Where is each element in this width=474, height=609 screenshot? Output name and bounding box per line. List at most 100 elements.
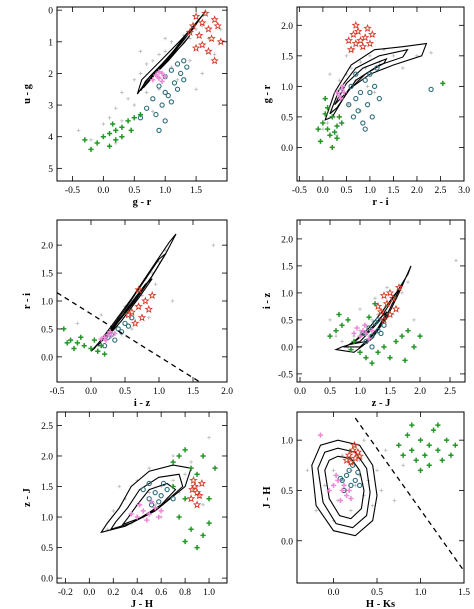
panel-1-teal-point-10 [159, 102, 165, 108]
panel-3-xtick-label-3: 0.5 [119, 387, 131, 397]
panel-4-red-point-7 [385, 288, 395, 297]
panel-2-green-point-9 [336, 114, 342, 120]
panel-4-green-point-8 [369, 360, 375, 366]
panel-2-teal-point-11 [350, 114, 357, 120]
panel-1-gray-point-29 [138, 49, 143, 54]
panel-4-pink-point-3 [363, 330, 369, 336]
panel-1-green-point-2 [106, 130, 113, 137]
panel-1-teal-point-1 [156, 83, 162, 89]
panel-3-xtick-label-4: 1.0 [153, 387, 165, 397]
panel-3-gray-point-21 [99, 313, 103, 317]
panel-2-green-point-8 [332, 129, 338, 135]
panel-5-pink-point-2 [140, 508, 146, 514]
panel-5-gray-point-13 [147, 466, 151, 470]
panel-1-green-point-10 [137, 111, 144, 118]
panel-5-frame [56, 411, 228, 584]
panel-2-gray-point-27 [365, 84, 370, 89]
panel-2-teal-point-9 [369, 114, 375, 120]
panel-1-green-point-9 [88, 146, 94, 152]
panel-1-red-point-12 [216, 37, 226, 46]
panel-5-green-point-2 [176, 453, 182, 459]
panel-1-teal-point-12 [184, 64, 190, 70]
panel-1-green-point-5 [119, 124, 125, 130]
panel-3-pink-point-7 [103, 337, 109, 343]
panel-6-teal-point-6 [356, 482, 363, 489]
panel-1-teal-point-9 [177, 70, 184, 77]
panel-1-gray-point-11 [188, 36, 192, 41]
panel-2-gray-point-15 [391, 54, 396, 58]
panel-3-pink-point-1 [102, 334, 108, 340]
panel-1-red-point-15 [185, 27, 195, 36]
panel-2-pink-point-2 [339, 86, 345, 93]
panel-3-gray-point-18 [170, 299, 175, 303]
panel-2-green-point-12 [315, 126, 321, 132]
panel-4-green-point-16 [417, 333, 423, 339]
panel-6-green-point-5 [435, 447, 441, 453]
panel-2-teal-point-10 [371, 83, 378, 90]
panel-2: -0.5 0.0 0.5 1.0 1.5 2.0 2.5 3.0 0.0 0.5 1.0 1.5 2.0… [262, 6, 470, 208]
panel-5-red-point-5 [188, 485, 197, 494]
panel-6-gray-point-18 [383, 448, 388, 453]
panel-5-xtick-label-7: 1.0 [203, 588, 215, 598]
panel-2-contour-1 [324, 42, 428, 121]
panel-3-ytick-label-2: 0.5 [41, 325, 53, 335]
panel-3-red-point-8 [148, 290, 157, 299]
panel-4-pink-point-7 [351, 330, 357, 336]
panel-2-teal-point-13 [362, 126, 368, 132]
panel-5-green-point-8 [194, 544, 200, 551]
panel-5-xtick-label-1: -0.2 [58, 588, 73, 598]
panel-6-green-point-8 [422, 452, 428, 458]
panel-1-teal-point-11 [165, 92, 171, 99]
panel-6-ytick-label-1: 0.0 [281, 537, 293, 547]
panel-3-red-point-4 [137, 313, 147, 322]
panel-6-teal-point-9 [355, 469, 361, 476]
panel-2-ytick-label-3: 1.0 [281, 83, 293, 93]
panel-2-gray-point-19 [372, 90, 377, 95]
panel-5-gray-point-16 [171, 454, 175, 458]
panel-1-y-axis-label: u - g [22, 83, 33, 104]
panel-6-ytick-label-3: 1.0 [281, 437, 293, 447]
panel-1-gray-point-15 [200, 24, 205, 28]
panel-6-green-point-16 [452, 442, 458, 448]
panel-5-red-point-1 [186, 494, 196, 503]
panel-5-green-point-4 [188, 465, 194, 471]
panel-5-pink-point-8 [128, 511, 134, 517]
panel-4-teal-point-10 [375, 317, 381, 323]
panel-4-pink-point-4 [354, 325, 360, 331]
panel-2-teal-point-15 [367, 89, 373, 96]
panel-1-teal-point-6 [162, 89, 168, 96]
panel-2-green-point-13 [339, 120, 345, 126]
panel-2-green-point-6 [317, 138, 324, 144]
panel-6-pink-point-4 [343, 492, 350, 499]
panel-6-pink-point-8 [348, 495, 354, 502]
panel-6-gray-point-5 [353, 483, 358, 488]
panel-3-green-point-10 [71, 345, 77, 352]
panel-1-red-point-3 [204, 24, 213, 33]
panel-2-gray-point-28 [344, 54, 349, 58]
panel-5-ytick-label-6: 2.5 [41, 422, 53, 432]
panel-1-xtick-label-2: 0.0 [97, 186, 109, 196]
panel-1-red-point-10 [198, 40, 207, 49]
panel-6-pink-point-10 [346, 487, 352, 494]
panel-4-gray-point-16 [334, 334, 338, 338]
panel-5-pink-point-3 [146, 511, 152, 517]
panel-4-gray-point-18 [385, 285, 389, 290]
panel-5-green-point-1 [170, 459, 176, 465]
panel-1-pink-point-8 [155, 74, 161, 80]
panel-4-teal-point-1 [363, 338, 369, 345]
panel-2-pink-point-4 [334, 89, 340, 96]
panel-4-teal-point-2 [369, 333, 375, 339]
panel-6-green-point-6 [444, 437, 450, 443]
panel-1-gray-point-9 [138, 71, 143, 76]
panel-2-teal-point-12 [376, 95, 382, 102]
panel-5-gray-point-15 [111, 509, 116, 513]
panel-5-pink-point-9 [148, 499, 155, 505]
panel-1-gray-point-7 [194, 27, 198, 31]
panel-1-red-point-14 [210, 56, 219, 65]
panel-1-pink-point-7 [159, 78, 165, 84]
panel-2-teal-point-1 [348, 83, 354, 90]
panel-4-green-point-5 [351, 338, 357, 345]
panel-4-xtick-label-4: 1.5 [384, 387, 396, 397]
panel-1-gray-point-32 [194, 87, 198, 92]
panel-4-xtick-label-2: 0.5 [324, 387, 336, 397]
